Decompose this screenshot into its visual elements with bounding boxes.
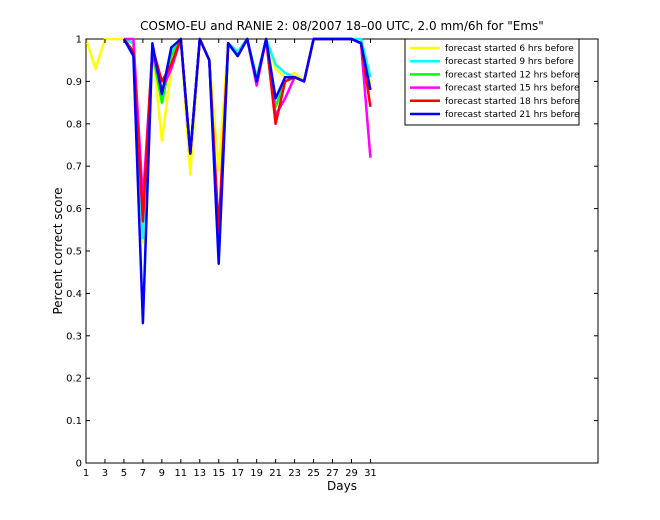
y-tick-label: 0.6 xyxy=(66,204,82,215)
y-tick-label: 0.4 xyxy=(66,289,82,300)
x-tick-label: 15 xyxy=(212,468,225,479)
x-tick-label: 31 xyxy=(364,468,377,479)
x-tick-label: 3 xyxy=(102,468,108,479)
x-tick-label: 13 xyxy=(193,468,206,479)
y-tick-label: 1 xyxy=(76,35,82,46)
x-tick-label: 25 xyxy=(307,468,320,479)
x-tick-label: 23 xyxy=(288,468,301,479)
legend-box xyxy=(404,38,580,126)
x-tick-label: 9 xyxy=(159,468,165,479)
x-tick-label: 7 xyxy=(140,468,146,479)
y-tick-label: 0.5 xyxy=(66,247,82,258)
legend: forecast started 6 hrs before forecast st… xyxy=(404,38,580,126)
legend-label-1: forecast started 6 hrs before xyxy=(445,44,574,54)
legend-label-3: forecast started 12 hrs before xyxy=(445,70,580,80)
y-tick-label: 0.7 xyxy=(66,162,82,173)
x-tick-label: 17 xyxy=(231,468,244,479)
y-axis-title: Percent correct score xyxy=(51,187,65,314)
y-tick-label: 0 xyxy=(76,459,82,470)
x-tick-label: 1 xyxy=(83,468,89,479)
legend-label-2: forecast started 9 hrs before xyxy=(445,57,574,67)
legend-label-5: forecast started 18 hrs before xyxy=(445,97,580,107)
x-tick-label: 27 xyxy=(326,468,339,479)
y-tick-label: 0.8 xyxy=(66,119,82,130)
x-tick-label: 5 xyxy=(121,468,127,479)
y-axis: 0 0.1 0.2 0.3 0.4 0.5 0.6 0.7 0.8 0.9 1 xyxy=(66,35,598,470)
chart-title: COSMO-EU and RANIE 2: 08/2007 18–00 UTC,… xyxy=(140,19,544,33)
x-axis: 1 3 5 7 9 11 13 15 17 19 21 23 25 27 29 31 xyxy=(83,39,377,479)
x-tick-label: 19 xyxy=(250,468,263,479)
x-tick-label: 21 xyxy=(269,468,282,479)
y-tick-label: 0.3 xyxy=(66,331,82,342)
x-axis-title: Days xyxy=(327,479,357,493)
y-tick-label: 0.1 xyxy=(66,416,82,427)
x-tick-label: 11 xyxy=(174,468,187,479)
y-tick-label: 0.2 xyxy=(66,374,82,385)
y-tick-label: 0.9 xyxy=(66,77,82,88)
legend-label-6: forecast started 21 hrs before xyxy=(445,110,580,120)
x-tick-label: 29 xyxy=(345,468,358,479)
legend-label-4: forecast started 15 hrs before xyxy=(445,84,580,94)
